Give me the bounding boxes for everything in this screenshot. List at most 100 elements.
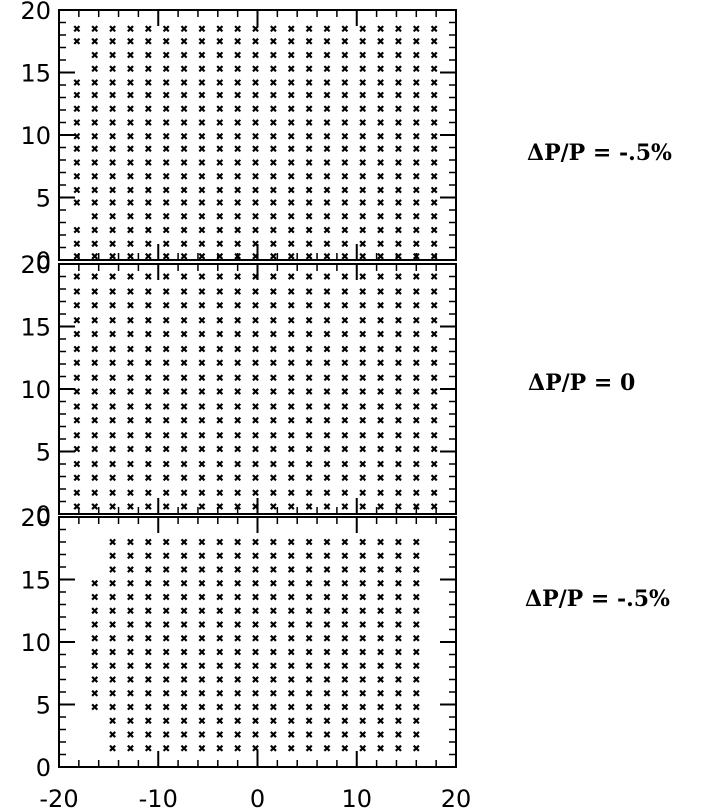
data-point xyxy=(430,226,438,234)
data-point xyxy=(323,579,331,587)
data-point xyxy=(144,676,152,683)
data-point xyxy=(305,703,313,711)
data-point xyxy=(323,607,331,615)
data-point xyxy=(252,676,259,683)
data-point xyxy=(305,226,313,234)
data-point xyxy=(144,65,152,73)
y-tick-label: 10 xyxy=(20,629,51,657)
data-point xyxy=(377,159,384,166)
data-point xyxy=(162,51,170,59)
data-point xyxy=(270,662,277,670)
data-point xyxy=(198,388,206,395)
data-point xyxy=(162,388,170,395)
data-point xyxy=(412,79,420,86)
data-point xyxy=(180,538,188,546)
data-point xyxy=(216,172,224,180)
data-point xyxy=(412,503,420,510)
data-point xyxy=(91,460,99,468)
data-point xyxy=(323,212,331,220)
data-point xyxy=(127,301,134,309)
data-point xyxy=(395,607,402,615)
data-point xyxy=(270,159,277,166)
data-point xyxy=(216,689,224,697)
data-point xyxy=(270,403,277,410)
data-point xyxy=(216,288,224,295)
data-point xyxy=(359,538,367,546)
data-point xyxy=(359,566,367,573)
data-point xyxy=(73,172,81,180)
data-point xyxy=(234,172,242,180)
data-point xyxy=(109,717,116,725)
data-point xyxy=(252,621,259,628)
data-point xyxy=(270,689,277,697)
data-point xyxy=(109,416,116,424)
data-point xyxy=(305,593,313,601)
data-point xyxy=(144,240,152,248)
data-point xyxy=(91,79,99,86)
data-point xyxy=(305,566,313,573)
data-point xyxy=(305,119,313,126)
data-point xyxy=(109,538,116,546)
data-point xyxy=(216,538,224,546)
data-point xyxy=(270,186,277,194)
data-point xyxy=(91,330,99,338)
data-point xyxy=(287,91,295,99)
data-point xyxy=(287,273,295,280)
data-point xyxy=(412,717,420,725)
data-point xyxy=(73,503,81,510)
data-point xyxy=(252,744,259,752)
data-point xyxy=(270,79,277,86)
data-point xyxy=(323,744,331,752)
data-point xyxy=(252,345,259,353)
data-point xyxy=(270,345,277,353)
data-point xyxy=(270,538,277,546)
data-point xyxy=(305,79,313,86)
data-point xyxy=(234,240,242,248)
data-point xyxy=(144,226,152,234)
y-tick-label: 20 xyxy=(20,504,51,532)
data-point xyxy=(144,489,152,497)
data-point xyxy=(377,676,384,683)
data-point xyxy=(341,607,349,615)
data-point xyxy=(377,731,384,738)
data-point xyxy=(216,416,224,424)
data-point xyxy=(377,91,384,99)
data-point xyxy=(270,301,277,309)
data-point xyxy=(180,273,188,280)
data-point xyxy=(305,199,313,206)
data-point xyxy=(430,388,438,395)
data-point xyxy=(305,474,313,482)
data-point xyxy=(323,226,331,234)
data-point xyxy=(73,431,81,439)
y-tick-label: 5 xyxy=(36,185,51,213)
data-point xyxy=(198,676,206,683)
data-point xyxy=(377,226,384,234)
data-point xyxy=(144,538,152,546)
data-point xyxy=(109,460,116,468)
data-point xyxy=(412,330,420,338)
data-point xyxy=(305,159,313,166)
data-point xyxy=(430,252,438,260)
data-point xyxy=(430,240,438,248)
data-point xyxy=(198,186,206,194)
data-point xyxy=(91,51,99,59)
data-point xyxy=(270,489,277,497)
data-point xyxy=(412,91,420,99)
data-point xyxy=(359,132,367,140)
data-point xyxy=(270,648,277,656)
data-point xyxy=(359,25,367,33)
data-point xyxy=(180,119,188,126)
data-point xyxy=(234,474,242,482)
data-point xyxy=(144,345,152,353)
data-point xyxy=(430,330,438,338)
data-point xyxy=(252,388,259,395)
data-point xyxy=(144,703,152,711)
data-point xyxy=(127,91,134,99)
data-point xyxy=(287,145,295,153)
data-point xyxy=(377,37,384,45)
data-point xyxy=(73,79,81,86)
data-point xyxy=(216,119,224,126)
data-point xyxy=(234,145,242,153)
data-point xyxy=(144,416,152,424)
data-point xyxy=(198,159,206,166)
